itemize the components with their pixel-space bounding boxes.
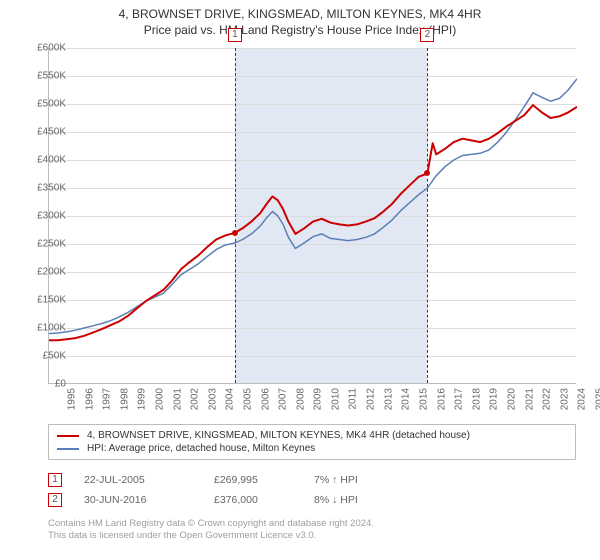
sale-row-diff: 8% ↓ HPI xyxy=(314,494,434,506)
y-tick-label: £200K xyxy=(22,267,66,278)
y-tick-label: £250K xyxy=(22,239,66,250)
sale-row-date: 22-JUL-2005 xyxy=(84,474,214,486)
series-hpi xyxy=(49,79,577,334)
y-tick-label: £50K xyxy=(22,351,66,362)
legend-label: HPI: Average price, detached house, Milt… xyxy=(87,443,315,454)
sale-row-price: £269,995 xyxy=(214,474,314,486)
y-tick-label: £350K xyxy=(22,183,66,194)
y-tick-label: £150K xyxy=(22,295,66,306)
footnote-line-1: Contains HM Land Registry data © Crown c… xyxy=(48,518,576,530)
chart-container: { "title": { "line1": "4, BROWNSET DRIVE… xyxy=(0,0,600,560)
series-lines xyxy=(49,48,577,384)
legend: 4, BROWNSET DRIVE, KINGSMEAD, MILTON KEY… xyxy=(48,424,576,460)
legend-swatch xyxy=(57,448,79,450)
sale-row-price: £376,000 xyxy=(214,494,314,506)
sale-row: 2 30-JUN-2016£376,0008% ↓ HPI xyxy=(48,490,576,510)
y-tick-label: £400K xyxy=(22,155,66,166)
y-tick-label: £100K xyxy=(22,323,66,334)
sale-row-marker: 2 xyxy=(48,493,62,507)
legend-swatch xyxy=(57,435,79,437)
footnote: Contains HM Land Registry data © Crown c… xyxy=(48,518,576,543)
sale-row-date: 30-JUN-2016 xyxy=(84,494,214,506)
title-line-1: 4, BROWNSET DRIVE, KINGSMEAD, MILTON KEY… xyxy=(0,6,600,22)
chart-titles: 4, BROWNSET DRIVE, KINGSMEAD, MILTON KEY… xyxy=(0,0,600,38)
legend-item: HPI: Average price, detached house, Milt… xyxy=(57,442,567,455)
legend-item: 4, BROWNSET DRIVE, KINGSMEAD, MILTON KEY… xyxy=(57,429,567,442)
y-tick-label: £500K xyxy=(22,99,66,110)
sales-table: 1 22-JUL-2005£269,9957% ↑ HPI 2 30-JUN-2016… xyxy=(48,470,576,510)
y-tick-label: £450K xyxy=(22,127,66,138)
sale-marker-badge: 2 xyxy=(420,28,434,42)
footnote-line-2: This data is licensed under the Open Gov… xyxy=(48,530,576,542)
y-tick-label: £550K xyxy=(22,71,66,82)
sale-row-diff: 7% ↑ HPI xyxy=(314,474,434,486)
sale-row: 1 22-JUL-2005£269,9957% ↑ HPI xyxy=(48,470,576,490)
sale-row-marker: 1 xyxy=(48,473,62,487)
title-line-2: Price paid vs. HM Land Registry's House … xyxy=(0,22,600,38)
y-tick-label: £600K xyxy=(22,43,66,54)
legend-label: 4, BROWNSET DRIVE, KINGSMEAD, MILTON KEY… xyxy=(87,430,470,441)
series-property xyxy=(49,105,577,340)
plot-area: 12 xyxy=(48,48,576,384)
sale-marker-badge: 1 xyxy=(228,28,242,42)
y-tick-label: £300K xyxy=(22,211,66,222)
x-tick-label: 2025 xyxy=(572,388,594,399)
